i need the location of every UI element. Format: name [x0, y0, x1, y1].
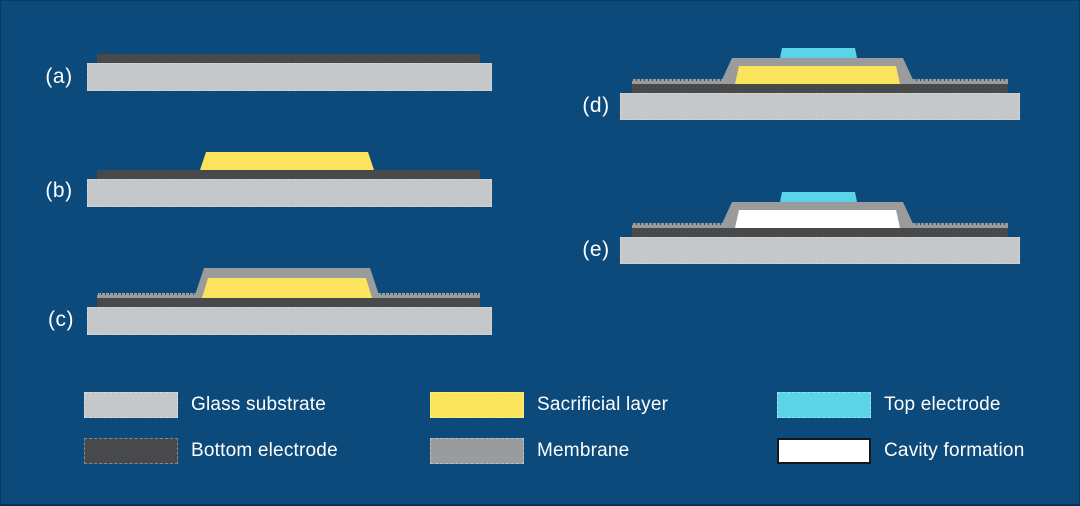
- glass-substrate-layer: [620, 93, 1020, 120]
- panel-c: [87, 268, 492, 335]
- legend-item-cavity-formation: Cavity formation: [777, 438, 1024, 464]
- legend-label: Cavity formation: [884, 440, 1025, 461]
- step-label-a: (a): [45, 65, 73, 88]
- bottom-electrode-layer: [632, 228, 1008, 237]
- glass-substrate-layer: [87, 63, 492, 91]
- panel-d: [620, 48, 1020, 120]
- legend-label: Sacrificial layer: [537, 394, 669, 415]
- panel-a: [87, 54, 492, 91]
- glass-substrate-layer: [620, 237, 1020, 264]
- bottom-electrode-layer: [632, 84, 1008, 93]
- step-label-d: (d): [582, 94, 610, 117]
- bottom-electrode-layer: [97, 54, 480, 63]
- cavity-formation-swatch: [777, 438, 871, 464]
- top-electrode-layer: [780, 192, 857, 202]
- sacrificial-layer-swatch: [430, 392, 524, 418]
- bottom-electrode-layer: [97, 298, 480, 307]
- sacrificial-layer: [735, 66, 900, 84]
- legend-label: Membrane: [537, 440, 630, 461]
- step-label-e: (e): [582, 238, 610, 261]
- legend-label: Top electrode: [884, 394, 1001, 415]
- legend-label: Bottom electrode: [191, 440, 338, 461]
- sacrificial-layer: [202, 278, 372, 298]
- bottom-electrode-layer: [97, 170, 480, 179]
- legend-item-membrane: Membrane: [430, 438, 629, 464]
- step-label-b: (b): [45, 179, 73, 202]
- membrane-swatch: [430, 438, 524, 464]
- glass-substrate-swatch: [84, 392, 178, 418]
- panel-b: [87, 152, 492, 207]
- glass-substrate-layer: [87, 307, 492, 335]
- panel-e: [620, 192, 1020, 264]
- bottom-electrode-swatch: [84, 438, 178, 464]
- legend-label: Glass substrate: [191, 394, 326, 415]
- legend-item-sacrificial-layer: Sacrificial layer: [430, 392, 668, 418]
- glass-substrate-layer: [87, 179, 492, 207]
- legend-item-glass-substrate: Glass substrate: [84, 392, 326, 418]
- step-label-c: (c): [48, 308, 74, 331]
- top-electrode-swatch: [777, 392, 871, 418]
- cavity-layer: [735, 210, 900, 228]
- legend-item-bottom-electrode: Bottom electrode: [84, 438, 338, 464]
- top-electrode-layer: [780, 48, 857, 58]
- sacrificial-layer: [200, 152, 374, 170]
- legend-item-top-electrode: Top electrode: [777, 392, 1001, 418]
